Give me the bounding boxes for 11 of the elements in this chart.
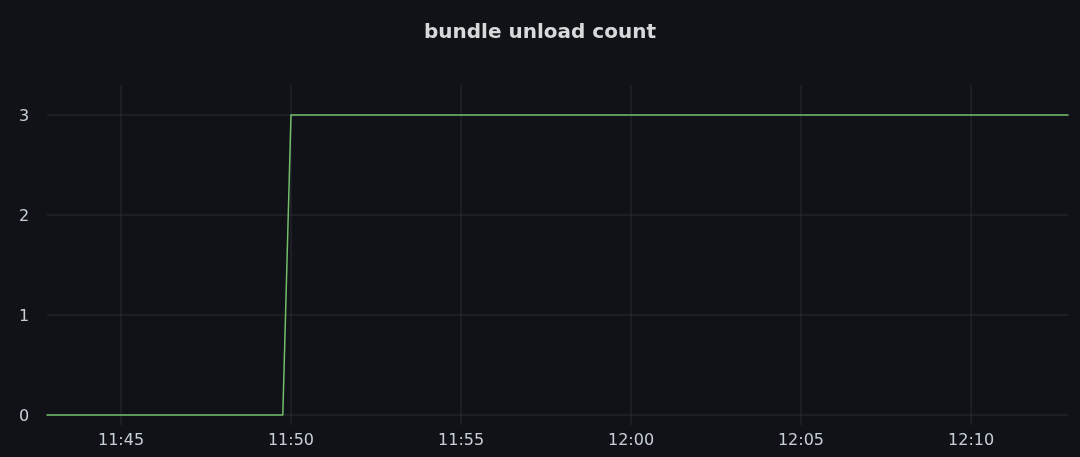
x-tick-label: 11:50 [267,430,315,449]
x-tick-label: 12:00 [607,430,655,449]
x-tick-label: 12:05 [777,430,825,449]
x-tick-label: 11:45 [98,430,145,449]
x-tick-label: 12:10 [948,430,995,449]
y-tick-label: 0 [18,405,30,425]
y-tick-label: 2 [18,205,30,225]
chart-title: bundle unload count [424,19,657,43]
x-tick-label: 11:55 [438,430,485,449]
y-tick-label: 3 [18,105,30,125]
y-tick-label: 1 [18,305,30,325]
